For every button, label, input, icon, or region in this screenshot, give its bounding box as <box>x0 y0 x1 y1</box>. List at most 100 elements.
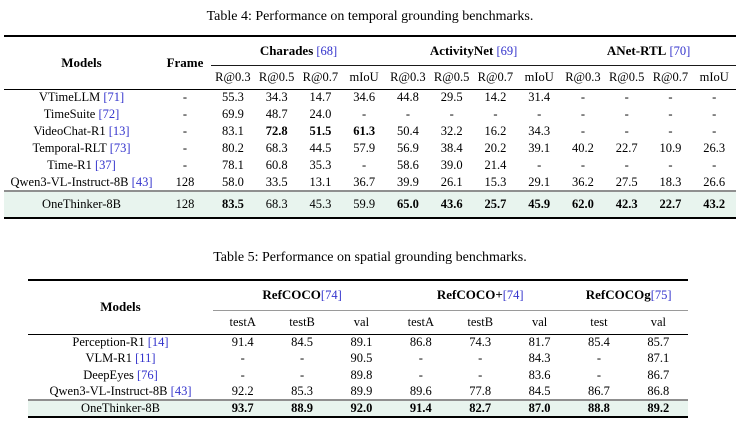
citation-link[interactable]: [71] <box>103 90 125 105</box>
value-cell: - <box>668 124 673 138</box>
metric-header: R@0.7 <box>298 65 343 90</box>
model-cell: OneThinker-8B <box>28 399 213 417</box>
value-cell: - <box>580 124 586 138</box>
model-cell: VTimeLLM [71] <box>4 89 159 106</box>
metric-header: R@0.3 <box>211 65 255 90</box>
value-cell: 89.8 <box>350 367 373 382</box>
value-cell: 10.9 <box>659 141 682 155</box>
value-cell: 55.3 <box>221 90 244 105</box>
value-cell: 83.1 <box>221 124 244 138</box>
model-cell: DeepEyes [76] <box>28 367 213 384</box>
model-cell: Perception-R1 [14] <box>28 334 213 351</box>
value-cell: 34.3 <box>528 124 551 138</box>
metric-header: testA <box>391 310 451 335</box>
citation-link[interactable]: [74] <box>502 288 524 303</box>
value-cell: 60.8 <box>265 158 288 172</box>
value-cell: 68.3 <box>265 141 288 155</box>
citation-link[interactable]: [70] <box>669 43 691 58</box>
citation-link[interactable]: [73] <box>109 141 131 155</box>
value-cell: 86.8 <box>647 383 670 398</box>
value-cell: 26.6 <box>703 174 726 189</box>
value-cell: - <box>449 107 454 121</box>
value-cell: - <box>624 158 629 172</box>
value-cell: 32.2 <box>440 124 463 138</box>
value-cell: 61.3 <box>353 124 376 138</box>
frame-cell: 128 <box>159 190 211 218</box>
metric-header: R@0.5 <box>429 65 474 90</box>
value-cell: 91.4 <box>231 335 254 349</box>
models-column-header: Models <box>4 36 159 90</box>
value-cell: 93.7 <box>213 399 273 417</box>
value-cell: 51.5 <box>309 124 332 138</box>
model-cell: Time-R1 [37] <box>4 157 159 174</box>
value-cell: 43.2 <box>692 190 737 218</box>
value-cell: 86.8 <box>409 335 432 349</box>
value-cell: - <box>668 158 673 172</box>
value-cell: 39.1 <box>528 141 551 155</box>
value-cell: - <box>418 367 423 382</box>
value-cell: 85.3 <box>291 383 313 398</box>
highlighted-result-row: OneThinker-8B 128 83.5 68.3 45.3 59.9 65.0 43.6… <box>4 190 737 218</box>
highlighted-result-row: OneThinker-8B 93.7 88.9 92.0 91.4 82.7 87.0 88.… <box>28 399 689 417</box>
value-cell: 36.7 <box>353 174 376 189</box>
value-cell: 89.1 <box>350 335 373 349</box>
citation-link[interactable]: [68] <box>316 43 338 58</box>
value-cell: - <box>596 351 602 366</box>
value-cell: 20.2 <box>484 141 507 155</box>
table-row: VLM-R1 [11] - - 90.5 - - 84.3 - 87.1 <box>28 351 688 368</box>
frame-cell: - <box>182 107 188 121</box>
model-name: OneThinker-8B <box>81 401 160 415</box>
value-cell: - <box>478 367 483 382</box>
citation-link[interactable]: [14] <box>147 335 169 349</box>
citation-link[interactable]: [11] <box>135 351 156 366</box>
value-cell: 26.1 <box>440 174 463 189</box>
citation-link[interactable]: [43] <box>131 174 153 189</box>
value-cell: 27.5 <box>615 174 638 189</box>
value-cell: 34.6 <box>353 90 376 105</box>
value-cell: 31.4 <box>528 90 551 105</box>
value-cell: 18.3 <box>659 174 682 189</box>
value-cell: 80.2 <box>221 141 244 155</box>
model-name: Perception-R1 <box>72 335 145 349</box>
metric-header: R@0.7 <box>473 65 518 90</box>
value-cell: - <box>668 90 673 105</box>
citation-link[interactable]: [69] <box>496 43 518 58</box>
value-cell: 42.3 <box>604 190 649 218</box>
value-cell: 39.9 <box>396 174 419 189</box>
group-header-row: Models RefCOCO[74] RefCOCO+[74] RefCOCOg[7… <box>28 280 689 335</box>
model-cell: Temporal-RLT [73] <box>4 140 159 157</box>
value-cell: - <box>580 107 586 121</box>
table-row: Temporal-RLT [73] - 80.2 68.3 44.5 57.9 56.9 38… <box>4 140 736 157</box>
value-cell: 48.7 <box>265 107 288 121</box>
value-cell: 56.9 <box>396 141 419 155</box>
value-cell: 38.4 <box>440 141 463 155</box>
citation-link[interactable]: [37] <box>95 158 116 172</box>
benchmark-group-header: ANet-RTL [70] <box>561 36 737 66</box>
metric-header: mIoU <box>692 65 737 90</box>
table-row: VideoChat-R1 [13] - 83.1 72.8 51.5 61.3 50.4 32… <box>4 123 736 140</box>
benchmark-name: RefCOCO <box>262 287 321 303</box>
citation-link[interactable]: [13] <box>108 124 130 138</box>
value-cell: 89.6 <box>409 383 432 398</box>
citation-link[interactable]: [75] <box>650 288 672 303</box>
benchmark-group-header: RefCOCO+[74] <box>391 280 570 311</box>
value-cell: 14.7 <box>309 90 332 105</box>
value-cell: 65.0 <box>386 190 430 218</box>
citation-link[interactable]: [76] <box>136 367 158 382</box>
benchmark-name: ActivityNet <box>429 42 494 58</box>
metric-header: testB <box>272 310 332 335</box>
citation-link[interactable]: [74] <box>320 288 342 303</box>
table-row: DeepEyes [76] - - 89.8 - - 83.6 - 86.7 <box>28 367 688 384</box>
value-cell: 89.9 <box>350 383 373 398</box>
citation-link[interactable]: [43] <box>170 383 192 398</box>
model-cell: OneThinker-8B <box>4 190 159 218</box>
value-cell: 34.3 <box>265 90 288 105</box>
benchmark-name: Charades <box>259 42 314 58</box>
citation-link[interactable]: [72] <box>98 107 120 121</box>
metric-header-row: testA testB val testA testB val test val <box>28 310 689 335</box>
value-cell: 74.3 <box>469 335 492 349</box>
value-cell: - <box>299 367 305 382</box>
value-cell: 45.3 <box>298 190 343 218</box>
value-cell: 22.7 <box>648 190 693 218</box>
metric-header: R@0.5 <box>604 65 649 90</box>
